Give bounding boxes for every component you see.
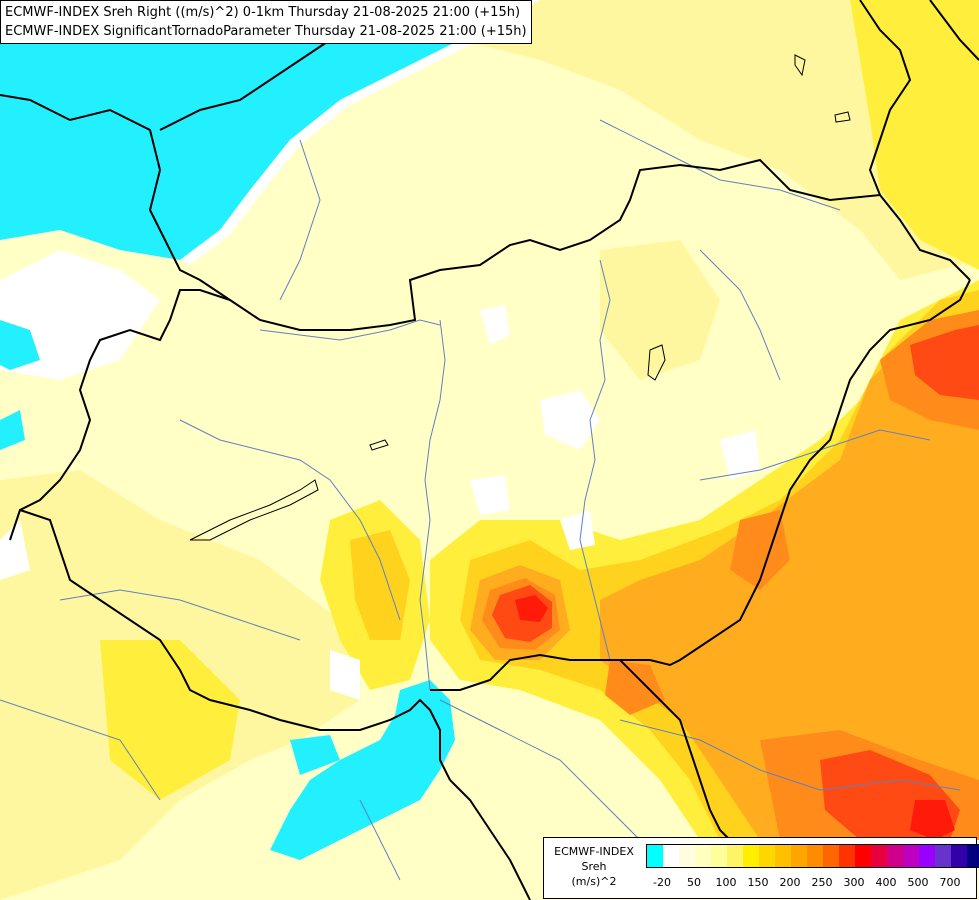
legend-swatch [935, 845, 951, 867]
title-line-1: ECMWF-INDEX Sreh Right ((m/s)^2) 0-1km T… [5, 5, 521, 20]
legend-swatch [807, 845, 823, 867]
legend-swatch [775, 845, 791, 867]
legend-tick-label: 150 [747, 876, 769, 889]
color-legend: ECMWF-INDEX Sreh (m/s)^2 -20 50 100 150 200 2… [543, 837, 979, 899]
legend-swatch [727, 845, 743, 867]
rivers [0, 119, 961, 881]
legend-swatch [663, 845, 679, 867]
legend-swatches [646, 844, 979, 868]
legend-swatch [967, 845, 979, 867]
field-white-band [180, 0, 540, 265]
legend-swatch [887, 845, 903, 867]
legend-tick-label: 300 [843, 876, 865, 889]
legend-swatch [855, 845, 871, 867]
legend-tick-label: 50 [687, 876, 701, 889]
lakes [189, 54, 851, 541]
field-cyan [0, 0, 520, 860]
legend-labels: ECMWF-INDEX Sreh (m/s)^2 [544, 844, 644, 889]
legend-tick-label: 700 [939, 876, 961, 889]
field-bright-red [515, 595, 955, 840]
legend-swatch [919, 845, 935, 867]
legend-swatch [871, 845, 887, 867]
legend-tick-label: 200 [779, 876, 801, 889]
legend-swatch [951, 845, 967, 867]
legend-swatch [823, 845, 839, 867]
legend-swatch [791, 845, 807, 867]
legend-tick-label: 250 [811, 876, 833, 889]
legend-tick-label: -20 [653, 876, 671, 889]
legend-tick-label: 100 [715, 876, 737, 889]
legend-swatch [759, 845, 775, 867]
legend-swatch [903, 845, 919, 867]
legend-tick-label: 500 [907, 876, 929, 889]
field-white [0, 140, 760, 700]
map-title: ECMWF-INDEX Sreh Right ((m/s)^2) 0-1km T… [0, 0, 532, 44]
legend-swatch [647, 845, 663, 867]
legend-tick-label: 400 [875, 876, 897, 889]
title-line-2: ECMWF-INDEX SignificantTornadoParameter … [5, 24, 527, 39]
legend-source: ECMWF-INDEX [554, 845, 634, 858]
legend-variable: Sreh [581, 860, 607, 873]
legend-swatch [839, 845, 855, 867]
legend-swatch [679, 845, 695, 867]
legend-swatch [711, 845, 727, 867]
legend-unit: (m/s)^2 [571, 875, 617, 888]
legend-ticks: -20 50 100 150 200 250 300 400 500 700 [646, 876, 976, 892]
legend-swatch [743, 845, 759, 867]
legend-swatch [695, 845, 711, 867]
